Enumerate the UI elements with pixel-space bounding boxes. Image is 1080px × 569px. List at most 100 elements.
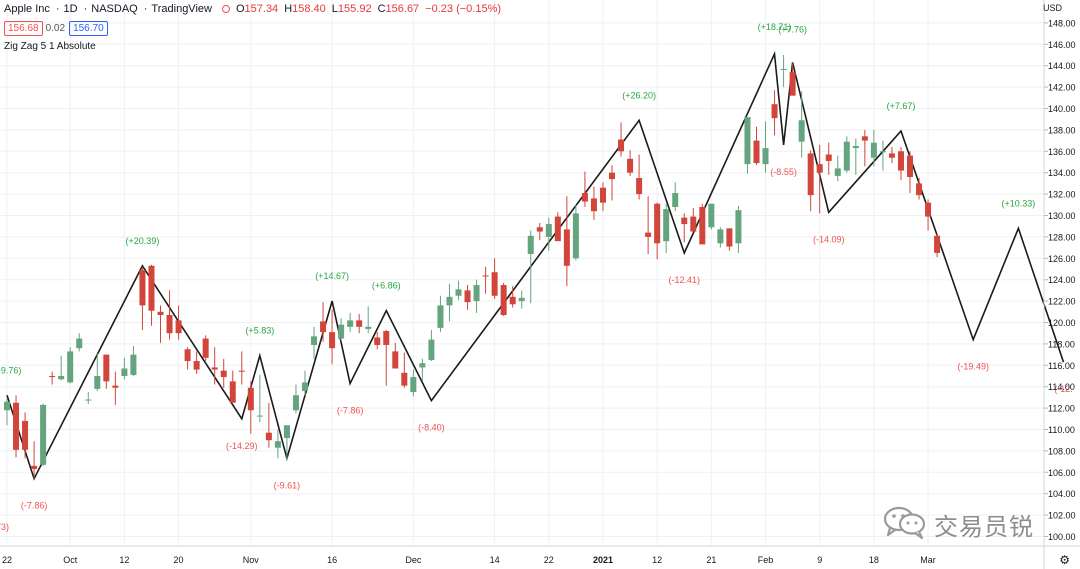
- candle: [347, 312, 354, 333]
- time-tick-label: Nov: [243, 555, 260, 565]
- candle-body: [916, 183, 923, 196]
- candle-body: [762, 148, 769, 165]
- candle-body: [31, 465, 38, 470]
- candle: [31, 441, 38, 479]
- bid-price-button[interactable]: 156.68: [4, 21, 43, 36]
- price-tick-label: 122.00: [1048, 297, 1076, 307]
- candle-body: [843, 141, 850, 171]
- market-status-icon[interactable]: [221, 5, 230, 13]
- zigzag-label: (-8.55): [770, 167, 797, 177]
- candle-body: [681, 217, 688, 225]
- candle: [374, 332, 381, 350]
- currency-label[interactable]: USD: [1042, 3, 1062, 13]
- close-label: C: [377, 3, 386, 15]
- candle: [338, 318, 345, 341]
- exchange-label: NASDAQ: [91, 3, 138, 15]
- candle-body: [870, 142, 877, 158]
- candle: [735, 205, 742, 253]
- candle: [590, 186, 597, 220]
- ask-price-button[interactable]: 156.70: [69, 21, 108, 36]
- time-tick-label: 22: [2, 555, 12, 565]
- candle-body: [4, 401, 10, 411]
- candle-body: [572, 213, 579, 259]
- candle: [247, 381, 254, 434]
- candle-body: [518, 297, 525, 302]
- candle: [211, 347, 218, 385]
- candle-body: [771, 104, 778, 119]
- candle: [870, 129, 877, 167]
- zigzag-label: (+26.20): [622, 90, 656, 100]
- candle-body: [256, 415, 263, 417]
- time-tick-label: 22: [544, 555, 554, 565]
- time-axis[interactable]: 22 Oct 12 20 Nov 16 Dec 14 22 2021 12 21 Feb 9 18 Mar: [0, 545, 1080, 565]
- zigzag-label: (+18.71): [758, 22, 792, 32]
- candle: [419, 358, 426, 382]
- candle: [672, 182, 679, 212]
- candle: [888, 147, 895, 164]
- time-tick-label: Oct: [63, 555, 78, 565]
- candle: [681, 213, 688, 243]
- high-value: 158.40: [292, 3, 326, 15]
- candle: [907, 151, 913, 194]
- candle-body: [130, 354, 137, 375]
- candle: [852, 138, 859, 175]
- indicator-legend[interactable]: Zig Zag 5 1 Absolute: [4, 41, 96, 52]
- zigzag-label: (-9.61): [274, 480, 301, 490]
- candle-body: [148, 265, 155, 311]
- candle-body: [645, 232, 652, 237]
- candle-body: [94, 376, 101, 389]
- candle: [58, 355, 65, 381]
- candle-body: [636, 178, 643, 195]
- candle: [609, 165, 616, 201]
- price-tick-label: 134.00: [1048, 168, 1076, 178]
- time-tick-label: 2021: [593, 555, 613, 565]
- candle: [843, 136, 850, 173]
- low-value: 155.92: [337, 3, 372, 15]
- candle-body: [473, 285, 480, 302]
- price-axis[interactable]: 100.00 102.00 104.00 106.00 108.00 110.00 112.…: [1043, 0, 1076, 569]
- candle-body: [67, 351, 74, 383]
- price-tick-label: 140.00: [1048, 104, 1076, 114]
- candle-body: [338, 324, 345, 339]
- candle: [509, 286, 516, 308]
- symbol-name[interactable]: Apple Inc: [4, 3, 50, 15]
- candle: [527, 230, 534, 304]
- candle-body: [410, 377, 417, 393]
- candle: [175, 305, 182, 340]
- candle: [238, 351, 245, 385]
- candle-body: [627, 158, 634, 173]
- candle-body: [500, 285, 507, 316]
- candle: [401, 352, 408, 388]
- candle-body: [708, 203, 715, 228]
- interval-label[interactable]: 1D: [63, 3, 78, 15]
- candle-body: [139, 270, 146, 306]
- candle-body: [934, 235, 941, 253]
- candle-body: [554, 216, 561, 242]
- candle: [76, 333, 83, 352]
- zigzag-label: (-12.: [1054, 384, 1073, 394]
- candle-body: [374, 337, 381, 345]
- price-tick-label: 106.00: [1048, 468, 1076, 478]
- candle: [563, 196, 570, 287]
- zigzag-label: (-7.86): [21, 501, 48, 511]
- symbol-header: Apple Inc · 1D · NASDAQ · TradingView O157.34 H1…: [4, 3, 502, 15]
- price-tick-label: 142.00: [1048, 83, 1076, 93]
- candle-body: [229, 381, 236, 403]
- candle-body: [13, 402, 20, 450]
- price-tick-label: 146.00: [1048, 40, 1076, 50]
- gear-icon[interactable]: ⚙: [1059, 553, 1070, 567]
- zigzag-label: (-14.29): [226, 441, 258, 451]
- candle-body: [825, 154, 832, 161]
- candle-body: [599, 187, 606, 203]
- candle: [934, 233, 941, 258]
- candle: [329, 309, 336, 365]
- zigzag-line: [6, 50, 1065, 481]
- candle: [301, 370, 308, 396]
- price-tick-label: 120.00: [1048, 318, 1076, 328]
- candle: [166, 290, 173, 340]
- candle-body: [455, 289, 462, 296]
- candle: [40, 403, 47, 466]
- candle: [897, 147, 904, 181]
- candle: [645, 196, 652, 255]
